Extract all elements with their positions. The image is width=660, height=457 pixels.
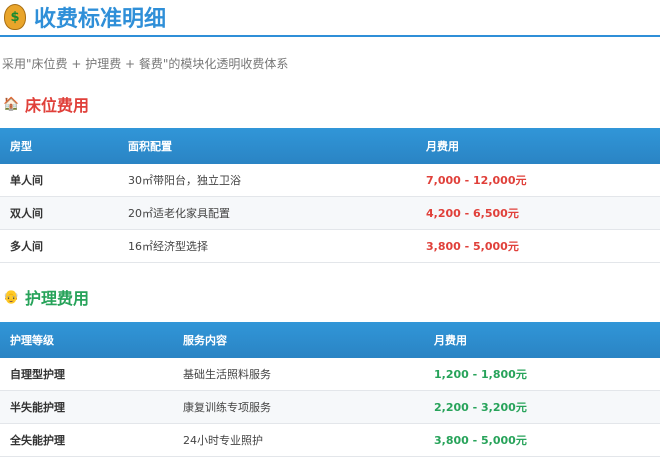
care-level: 全失能护理 [0,423,173,457]
house-icon: 🏠 [3,96,20,112]
service-content: 24小时专业照护 [173,423,424,457]
care-heading-text: 护理费用 [25,289,90,308]
bed-section-heading: 🏠 床位费用 [3,92,89,116]
monthly-fee: 1,200 - 1,800元 [424,358,660,391]
table-row: 全失能护理 24小时专业照护 3,800 - 5,000元 [0,423,660,457]
monthly-fee: 4,200 - 6,500元 [416,196,660,230]
service-content: 基础生活照料服务 [173,358,424,391]
table-row: 双人间 20㎡适老化家具配置 4,200 - 6,500元 [0,196,660,230]
room-type: 单人间 [0,164,118,197]
room-config: 20㎡适老化家具配置 [118,196,416,230]
table-row: 半失能护理 康复训练专项服务 2,200 - 3,200元 [0,390,660,424]
monthly-fee: 7,000 - 12,000元 [416,164,660,197]
bed-heading-text: 床位费用 [25,96,90,115]
care-level: 自理型护理 [0,358,173,391]
column-header: 护理等级 [0,322,173,358]
room-type: 多人间 [0,229,118,263]
care-section-heading: 👴 护理费用 [3,285,89,309]
page-title: 收费标准明细 [34,7,167,32]
elder-face-icon: 👴 [3,289,20,305]
monthly-fee: 3,800 - 5,000元 [416,229,660,263]
table-header: 护理等级 服务内容 月费用 [0,322,660,358]
service-content: 康复训练专项服务 [173,390,424,424]
table-row: 多人间 16㎡经济型选择 3,800 - 5,000元 [0,229,660,263]
care-fee-table: 护理等级 服务内容 月费用 自理型护理 基础生活照料服务 1,200 - 1,800… [0,322,660,457]
table-header: 房型 面积配置 月费用 [0,128,660,164]
money-bag-icon: $ [4,4,26,30]
bed-fee-table: 房型 面积配置 月费用 单人间 30㎡带阳台，独立卫浴 7,000 - 12,000… [0,128,660,263]
column-header: 面积配置 [118,128,416,164]
room-type: 双人间 [0,196,118,230]
care-level: 半失能护理 [0,390,173,424]
column-header: 月费用 [424,322,660,358]
room-config: 16㎡经济型选择 [118,229,416,263]
table-row: 自理型护理 基础生活照料服务 1,200 - 1,800元 [0,358,660,391]
page-subtitle: 采用"床位费 + 护理费 + 餐费"的模块化透明收费体系 [2,57,289,71]
room-config: 30㎡带阳台，独立卫浴 [118,164,416,197]
page-header: $ 收费标准明细 [4,2,166,32]
column-header: 服务内容 [173,322,424,358]
column-header: 房型 [0,128,118,164]
title-divider [0,35,660,37]
monthly-fee: 2,200 - 3,200元 [424,390,660,424]
monthly-fee: 3,800 - 5,000元 [424,423,660,457]
table-row: 单人间 30㎡带阳台，独立卫浴 7,000 - 12,000元 [0,164,660,197]
column-header: 月费用 [416,128,660,164]
